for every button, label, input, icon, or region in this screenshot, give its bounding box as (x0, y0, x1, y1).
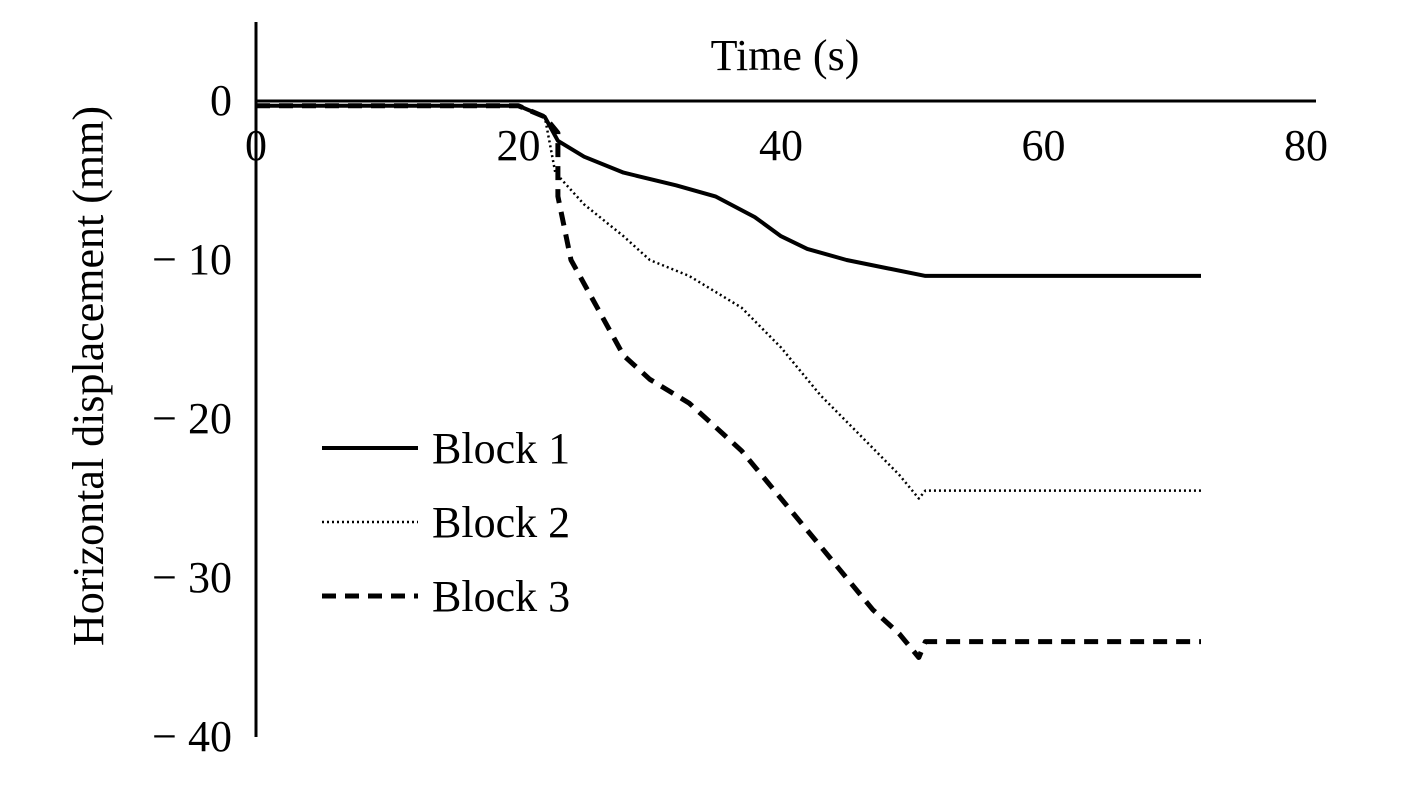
series-line-block-3 (256, 103, 1201, 660)
y-tick-label: − 20 (152, 394, 232, 443)
legend: Block 1 Block 2 Block 3 (322, 424, 570, 621)
x-tick-label: 80 (1284, 121, 1328, 170)
legend-label-block-2: Block 2 (432, 498, 570, 547)
x-tick-label: 40 (759, 121, 803, 170)
x-axis-title: Time (s) (711, 31, 860, 80)
y-tick-label: − 10 (152, 235, 232, 284)
legend-label-block-1: Block 1 (432, 424, 570, 473)
tick-labels: 0 20 40 60 80 0 − 10 − 20 − 30 − 40 (152, 76, 1328, 761)
x-tick-label: 20 (497, 121, 541, 170)
axes (254, 22, 1316, 737)
y-axis-title: Horizontal displacement (mm) (64, 106, 113, 646)
legend-label-block-3: Block 3 (432, 572, 570, 621)
x-tick-label: 60 (1022, 121, 1066, 170)
series-lines (256, 103, 1201, 660)
y-tick-label: − 40 (152, 712, 232, 761)
y-tick-label: − 30 (152, 553, 232, 602)
y-tick-label: 0 (210, 76, 232, 125)
x-tick-label: 0 (245, 121, 267, 170)
